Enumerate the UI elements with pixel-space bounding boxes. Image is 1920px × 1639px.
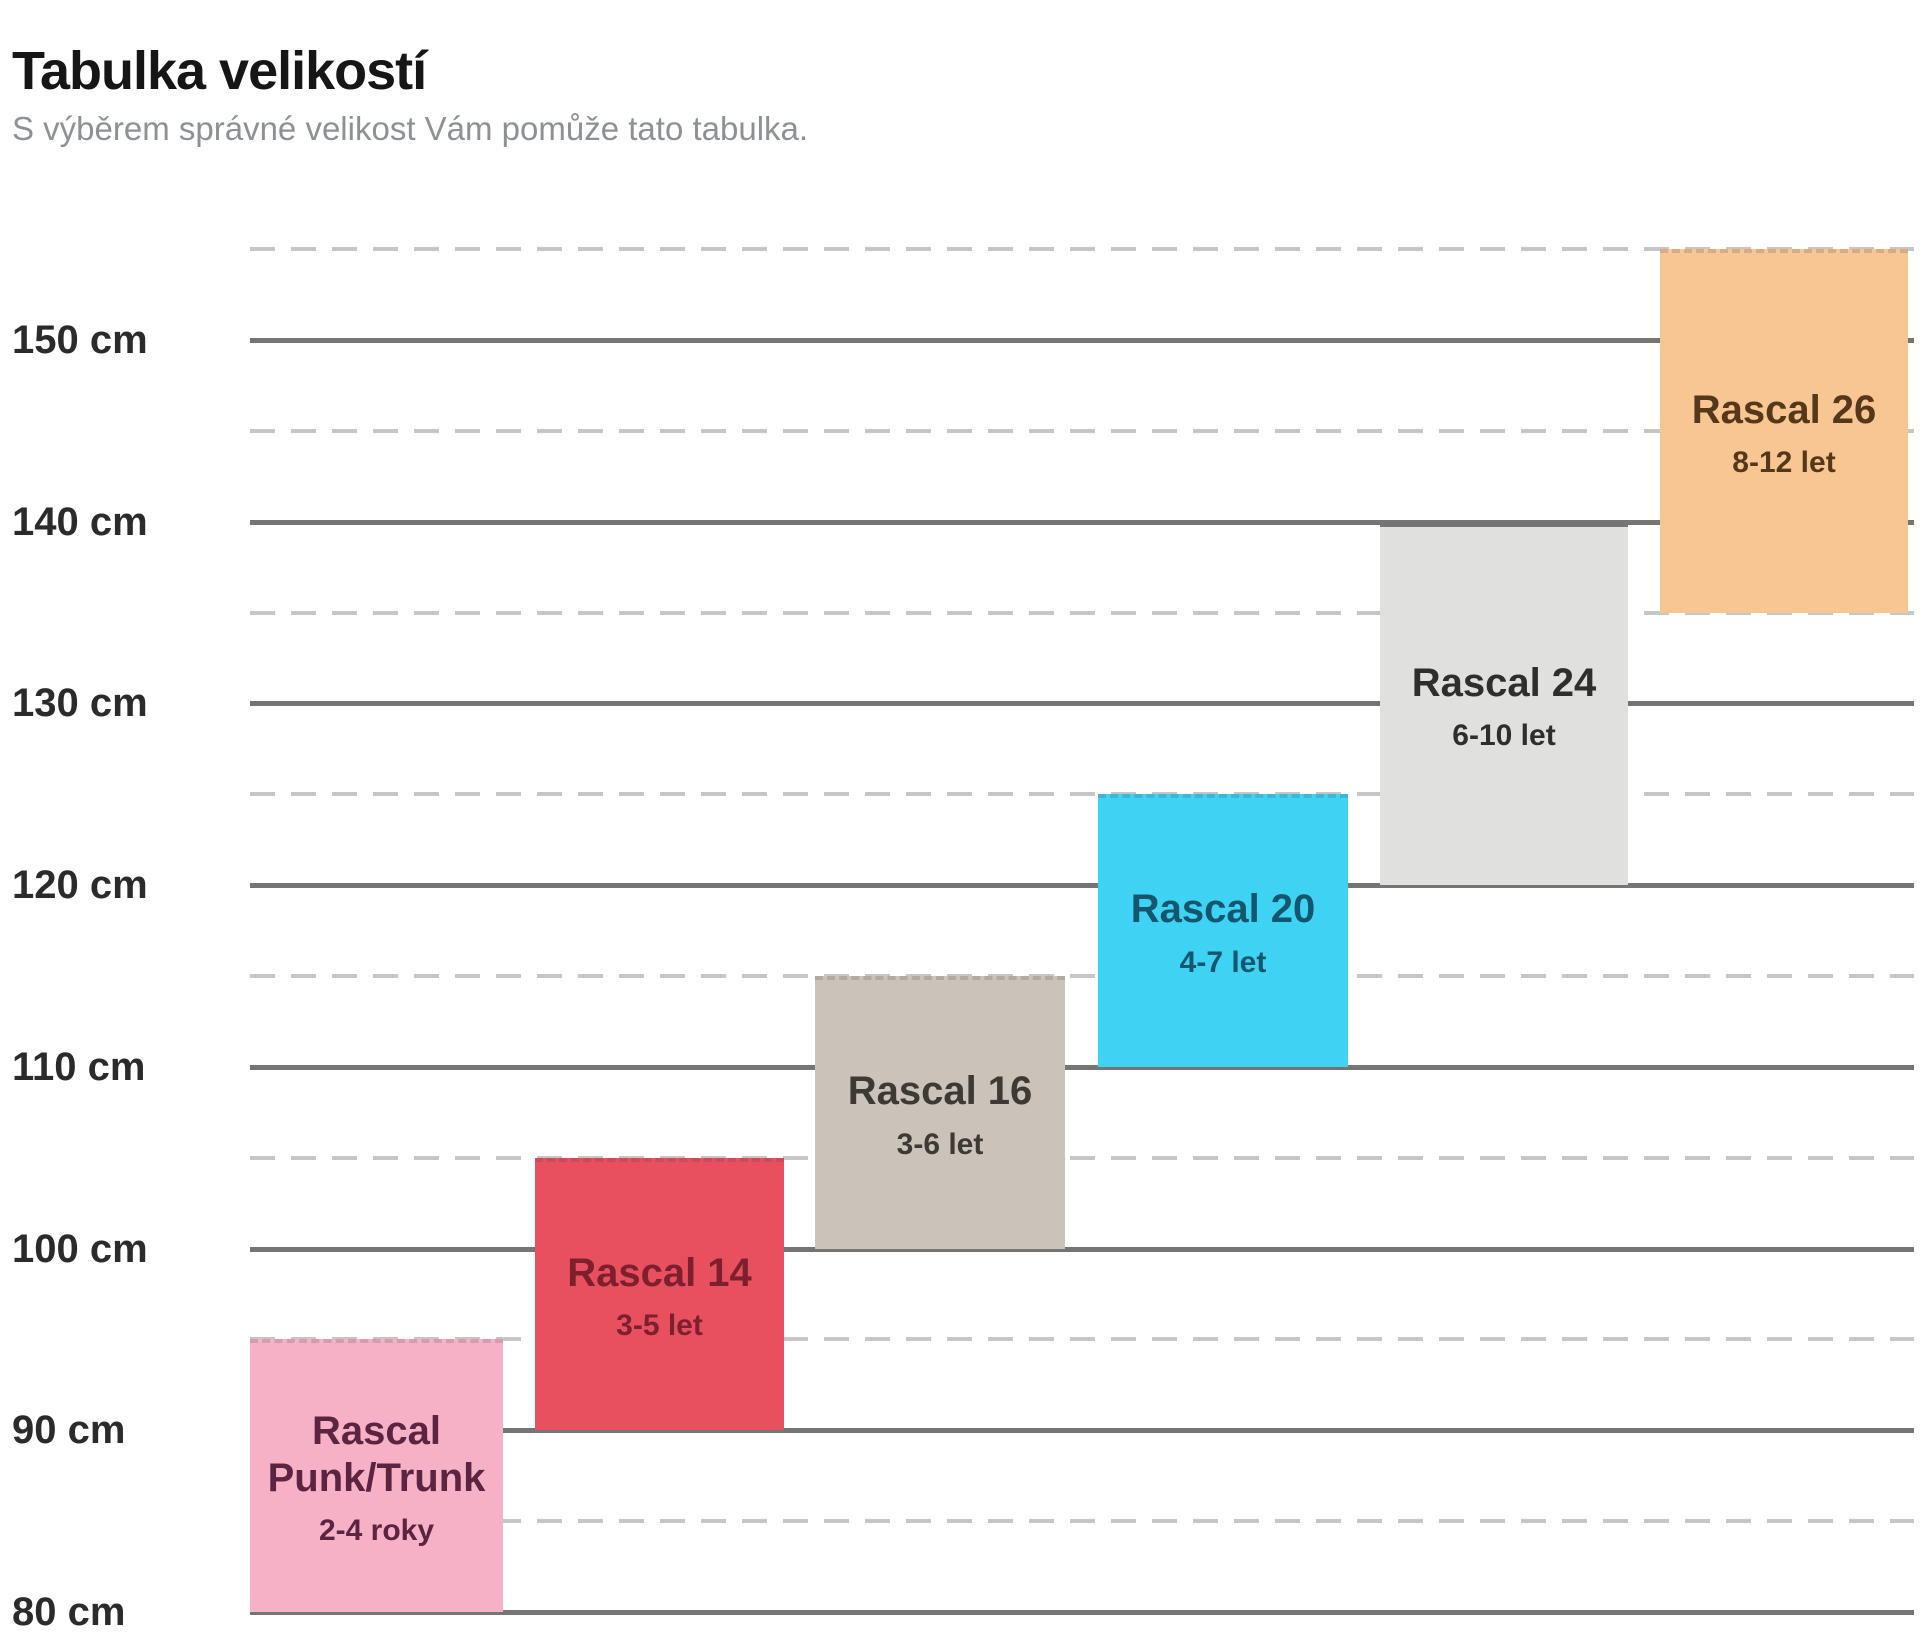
block-rascal-16: Rascal 16 3-6 let xyxy=(815,976,1065,1249)
axis-label-100cm: 100 cm xyxy=(12,1227,148,1271)
axis-label-90cm: 90 cm xyxy=(12,1408,126,1452)
gridline-solid-100cm xyxy=(250,1247,1914,1252)
axis-label-120cm: 120 cm xyxy=(12,863,148,907)
block-rascal-26: Rascal 26 8-12 let xyxy=(1660,249,1908,613)
block-rascal-24: Rascal 24 6-10 let xyxy=(1380,522,1628,885)
block-rascal-20: Rascal 20 4-7 let xyxy=(1098,794,1348,1067)
axis-label-80cm: 80 cm xyxy=(12,1590,126,1634)
block-name-label: Rascal 20 xyxy=(1130,887,1316,932)
gridline-dashed-85cm xyxy=(250,1519,1914,1523)
block-name-label: Rascal 24 xyxy=(1411,660,1597,705)
block-name-label: Rascal Punk/Trunk xyxy=(267,1408,486,1500)
gridline-solid-80cm xyxy=(250,1610,1914,1615)
axis-label-110cm: 110 cm xyxy=(12,1045,146,1089)
gridline-solid-130cm xyxy=(250,701,1914,706)
gridline-solid-90cm xyxy=(250,1428,1914,1433)
block-age-label: 6-10 let xyxy=(1452,719,1556,753)
gridline-solid-110cm xyxy=(250,1065,1914,1070)
gridline-dashed-135cm xyxy=(250,611,1914,615)
gridline-solid-150cm xyxy=(250,338,1914,343)
block-name-label: Rascal 26 xyxy=(1691,387,1877,432)
block-age-label: 3-5 let xyxy=(616,1309,703,1343)
gridline-dashed-145cm xyxy=(250,429,1914,433)
page-title: Tabulka velikostí xyxy=(12,41,427,102)
gridline-dashed-95cm xyxy=(250,1337,1914,1341)
gridline-solid-120cm xyxy=(250,883,1914,888)
block-age-label: 3-6 let xyxy=(896,1127,984,1161)
gridline-dashed-115cm xyxy=(250,974,1914,978)
block-name-label: Rascal 14 xyxy=(567,1250,752,1295)
gridline-dashed-125cm xyxy=(250,792,1914,796)
page-subtitle: S výběrem správné velikost Vám pomůže ta… xyxy=(12,110,809,147)
gridline-solid-140cm xyxy=(250,520,1914,525)
axis-label-130cm: 130 cm xyxy=(12,681,148,725)
gridline-dashed-155cm xyxy=(250,247,1914,251)
block-age-label: 2-4 roky xyxy=(318,1514,435,1548)
block-age-label: 4-7 let xyxy=(1179,945,1267,979)
block-rascal-14: Rascal 14 3-5 let xyxy=(535,1158,784,1430)
axis-label-150cm: 150 cm xyxy=(12,318,148,362)
block-name-label: Rascal 16 xyxy=(847,1069,1033,1114)
block-age-label: 8-12 let xyxy=(1732,446,1836,480)
axis-label-140cm: 140 cm xyxy=(12,500,148,544)
gridline-dashed-105cm xyxy=(250,1156,1914,1160)
block-rascal-punk-trunk: Rascal Punk/Trunk 2-4 roky xyxy=(250,1339,503,1612)
